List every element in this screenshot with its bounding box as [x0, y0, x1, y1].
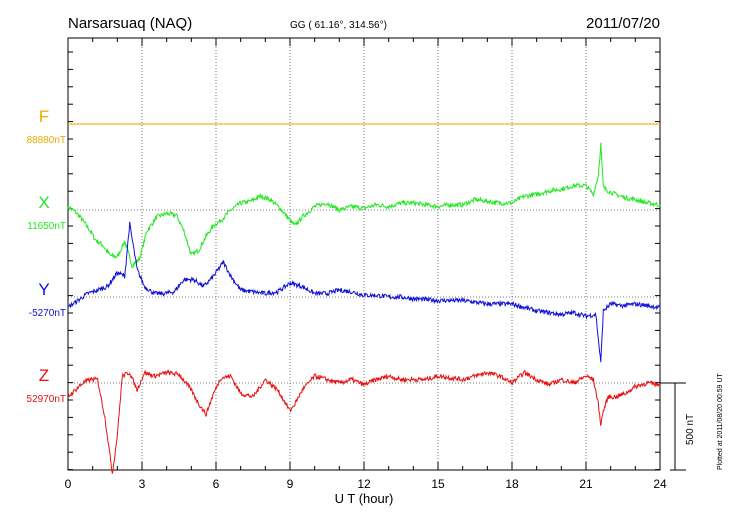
x-tick-label: 3: [139, 477, 146, 491]
series-label-x: X: [38, 193, 49, 212]
station-title: Narsarsuaq (NAQ): [68, 15, 192, 32]
x-tick-label: 6: [213, 477, 220, 491]
x-tick-label: 24: [653, 477, 667, 491]
series-line-y: [67, 221, 661, 363]
series-baseline-x: 11650nT: [27, 221, 66, 232]
plotted-timestamp: Plotted at 2011/08/20 00:59 UT: [717, 373, 724, 470]
x-axis-ticks: 0 3 6 9 12 15 18 21 24: [65, 38, 667, 491]
x-tick-label: 15: [431, 477, 445, 491]
y-tick-marks: [68, 51, 660, 471]
x-tick-label: 12: [357, 477, 371, 491]
series-lines: [67, 123, 661, 474]
x-axis-label: U T (hour): [335, 491, 394, 506]
date-title: 2011/07/20: [586, 15, 660, 32]
series-line-x: [67, 142, 661, 269]
vertical-gridlines: [141, 38, 587, 470]
x-tick-label: 18: [505, 477, 519, 491]
series-baseline-z: 52970nT: [27, 394, 66, 405]
series-label-f: F: [39, 107, 49, 126]
x-tick-label: 0: [65, 477, 72, 491]
series-labels: F 88880nT X 11650nT Y -5270nT Z 52970nT: [27, 107, 66, 405]
series-line-z: [67, 369, 660, 474]
scale-bar-label: 500 nT: [685, 414, 696, 445]
x-tick-label: 9: [287, 477, 294, 491]
series-label-z: Z: [39, 366, 49, 385]
series-baseline-f: 88880nT: [27, 135, 66, 146]
scale-bar: 500 nT: [660, 382, 696, 471]
series-label-y: Y: [38, 280, 49, 299]
x-tick-label: 21: [579, 477, 593, 491]
series-baseline-y: -5270nT: [29, 308, 66, 319]
station-coords: GG ( 61.16°, 314.56°): [290, 20, 387, 31]
